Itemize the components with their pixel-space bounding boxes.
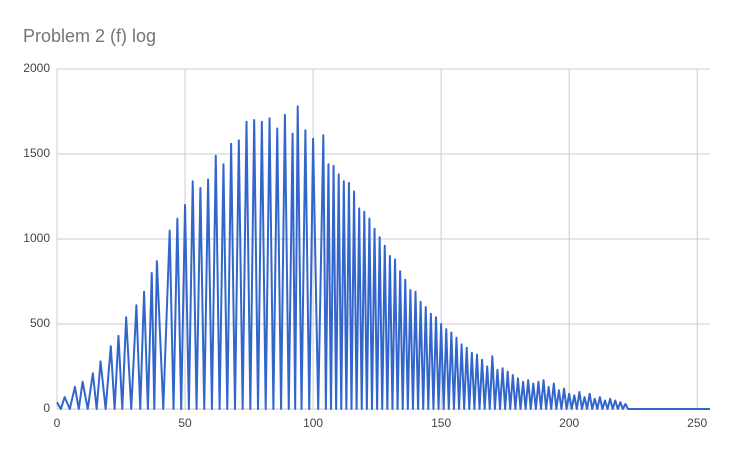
x-tick-label: 100 bbox=[303, 416, 323, 430]
y-tick-label: 2000 bbox=[23, 61, 50, 75]
x-tick-label: 0 bbox=[54, 416, 61, 430]
y-tick-label: 500 bbox=[30, 316, 50, 330]
y-tick-label: 1500 bbox=[23, 146, 50, 160]
x-tick-label: 250 bbox=[687, 416, 707, 430]
chart-title: Problem 2 (f) log bbox=[23, 26, 156, 46]
x-tick-label: 50 bbox=[178, 416, 192, 430]
y-tick-label: 0 bbox=[43, 401, 50, 415]
x-tick-label: 150 bbox=[431, 416, 451, 430]
y-tick-label: 1000 bbox=[23, 231, 50, 245]
x-tick-label: 200 bbox=[559, 416, 579, 430]
data-line bbox=[56, 105, 710, 410]
